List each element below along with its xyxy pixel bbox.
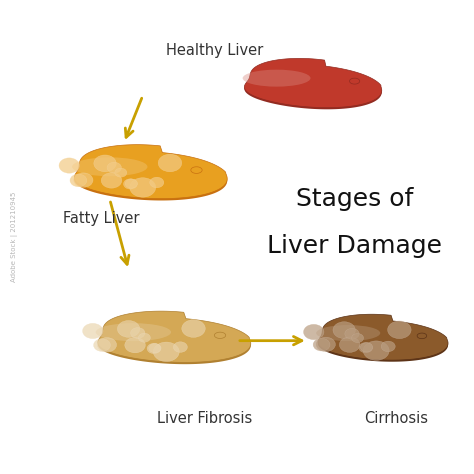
Ellipse shape: [182, 320, 205, 337]
Ellipse shape: [125, 179, 137, 188]
Ellipse shape: [74, 173, 93, 187]
PathPatch shape: [349, 78, 360, 84]
PathPatch shape: [417, 333, 427, 338]
Ellipse shape: [153, 342, 179, 362]
Ellipse shape: [94, 155, 116, 172]
Ellipse shape: [150, 177, 164, 188]
Ellipse shape: [313, 338, 330, 351]
PathPatch shape: [318, 316, 448, 362]
Ellipse shape: [96, 323, 171, 341]
Ellipse shape: [173, 342, 187, 352]
Ellipse shape: [59, 158, 80, 173]
Ellipse shape: [118, 320, 140, 337]
Ellipse shape: [388, 321, 411, 338]
PathPatch shape: [191, 167, 202, 173]
PathPatch shape: [245, 58, 382, 108]
Ellipse shape: [97, 337, 117, 352]
Ellipse shape: [359, 343, 373, 353]
Text: Fatty Liver: Fatty Liver: [63, 211, 139, 226]
Ellipse shape: [93, 339, 110, 351]
Ellipse shape: [101, 173, 122, 188]
PathPatch shape: [318, 314, 448, 360]
Ellipse shape: [316, 325, 380, 341]
Ellipse shape: [345, 328, 359, 339]
Ellipse shape: [138, 333, 150, 342]
Ellipse shape: [124, 179, 137, 189]
Ellipse shape: [158, 154, 182, 172]
Text: Liver Fibrosis: Liver Fibrosis: [157, 411, 252, 426]
Text: Stages of: Stages of: [296, 187, 413, 211]
Ellipse shape: [125, 337, 146, 353]
Ellipse shape: [303, 324, 324, 340]
PathPatch shape: [98, 311, 251, 363]
Text: Liver Damage: Liver Damage: [267, 235, 442, 258]
Ellipse shape: [360, 343, 373, 352]
Ellipse shape: [352, 334, 364, 343]
Text: Healthy Liver: Healthy Liver: [166, 43, 264, 58]
Ellipse shape: [147, 343, 161, 354]
PathPatch shape: [98, 313, 251, 364]
PathPatch shape: [245, 60, 382, 109]
Ellipse shape: [72, 157, 147, 176]
Ellipse shape: [316, 337, 336, 352]
Ellipse shape: [70, 174, 87, 187]
Ellipse shape: [381, 341, 395, 352]
Ellipse shape: [363, 341, 389, 360]
Ellipse shape: [149, 344, 161, 353]
Ellipse shape: [131, 328, 145, 338]
PathPatch shape: [74, 146, 227, 201]
Text: Cirrhosis: Cirrhosis: [364, 411, 428, 426]
Text: Adobe Stock | 201210945: Adobe Stock | 201210945: [11, 192, 18, 282]
Ellipse shape: [82, 323, 103, 338]
Ellipse shape: [115, 168, 127, 177]
PathPatch shape: [214, 332, 226, 338]
PathPatch shape: [74, 145, 227, 199]
Ellipse shape: [339, 337, 360, 352]
Ellipse shape: [243, 70, 310, 87]
Ellipse shape: [333, 322, 356, 338]
Ellipse shape: [107, 162, 121, 173]
Ellipse shape: [130, 178, 155, 197]
